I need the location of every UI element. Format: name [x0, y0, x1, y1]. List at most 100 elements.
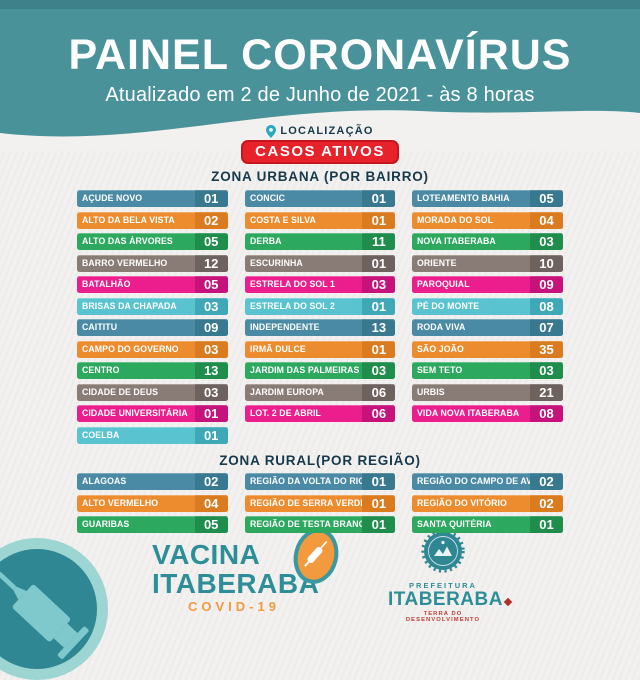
- bar-label: REGIÃO DO CAMPO DE AVIÃO: [417, 476, 549, 487]
- prefeitura-itaberaba-logo: PREFEITURA ITABERABA TERRA DO DESENVOLVI…: [388, 528, 513, 623]
- bar-value: 01: [362, 494, 396, 512]
- wave-divider: [0, 110, 640, 151]
- bar-label: ESCURINHA: [249, 257, 303, 269]
- case-bar: CAMPO DO GOVERNO 03: [77, 340, 228, 358]
- bar-label: REGIÃO DO VITÓRIO: [417, 497, 508, 509]
- urban-column-1: AÇUDE NOVO 01 ALTO DA BELA VISTA 02 ALTO…: [77, 190, 228, 448]
- case-bar: ALTO DAS ÁRVORES 05: [77, 233, 228, 250]
- bar-value: 12: [194, 254, 228, 272]
- case-bar: ESTRELA DO SOL 2 01: [244, 297, 396, 315]
- case-bar: CONCIC 01: [244, 190, 396, 207]
- case-bar: MORADA DO SOL 04: [412, 211, 564, 229]
- bar-label: ALTO DA BELA VISTA: [82, 214, 175, 226]
- prefeitura-label: PREFEITURA: [409, 581, 477, 590]
- footer: VACINA ITABERABA COVID-19 PREFEITURA ITA…: [0, 524, 640, 680]
- bar-label: INDEPENDENTE: [249, 322, 320, 333]
- prefeitura-city-name: ITABERABA: [388, 590, 513, 609]
- case-bar: PÉ DO MONTE 08: [412, 297, 564, 315]
- bar-value: 03: [530, 233, 564, 250]
- map-pin-icon: [266, 124, 277, 138]
- bar-label: AÇUDE NOVO: [82, 193, 143, 204]
- urban-column-3: LOTEAMENTO BAHIA 05 MORADA DO SOL 04 NOV…: [412, 190, 564, 448]
- bar-label: CIDADE DE DEUS: [82, 386, 159, 398]
- bar-label: ALAGOAS: [82, 476, 127, 487]
- bar-value: 01: [194, 426, 228, 444]
- bar-value: 09: [530, 276, 564, 293]
- bar-value: 01: [362, 297, 396, 315]
- case-bar: REGIÃO DO VITÓRIO 02: [412, 494, 564, 512]
- rural-column-2: REGIÃO DA VOLTA DO RIO 01 REGIÃO DE SERR…: [244, 473, 396, 538]
- bar-value: 11: [362, 233, 396, 250]
- bar-value: 03: [530, 362, 564, 379]
- case-bar: JARDIM DAS PALMEIRAS 03: [244, 362, 396, 379]
- bar-label: LOTEAMENTO BAHIA: [417, 193, 510, 204]
- bar-value: 01: [194, 405, 228, 422]
- main-content: LOCALIZAÇÃO CASOS ATIVOS ZONA URBANA (PO…: [0, 124, 640, 538]
- case-bar: RODA VIVA 07: [412, 319, 564, 336]
- case-bar: CENTRO 13: [77, 362, 228, 379]
- bar-value: 13: [194, 362, 228, 379]
- case-bar: NOVA ITABERABA 03: [412, 233, 564, 250]
- case-bar: ESTRELA DO SOL 1 03: [244, 276, 396, 293]
- bar-value: 04: [194, 494, 228, 512]
- case-bar: REGIÃO DE SERRA VERDE 1 01: [244, 494, 396, 512]
- bar-value: 10: [530, 254, 564, 272]
- urban-column-2: CONCIC 01 COSTA E SILVA 01 DERBA 11 ESCU…: [244, 190, 396, 448]
- case-bar: COSTA E SILVA 01: [244, 211, 396, 229]
- case-bar: URBIS 21: [412, 383, 564, 401]
- bar-label: CIDADE UNIVERSITÁRIA: [82, 408, 188, 419]
- bar-value: 06: [362, 383, 396, 401]
- case-bar: ALAGOAS 02: [77, 473, 228, 490]
- bar-value: 05: [194, 233, 228, 250]
- active-cases-badge: CASOS ATIVOS: [241, 140, 399, 164]
- bar-value: 01: [362, 190, 396, 207]
- bar-label: ALTO VERMELHO: [82, 497, 159, 509]
- case-bar: COELBA 01: [77, 426, 228, 444]
- bar-label: MORADA DO SOL: [417, 214, 494, 226]
- bar-label: COSTA E SILVA: [249, 214, 316, 226]
- syringe-icon: [0, 571, 89, 659]
- case-bar: ALTO VERMELHO 04: [77, 494, 228, 512]
- bar-label: REGIÃO DE TESTA BRANCA: [249, 519, 372, 530]
- prefeitura-tagline: TERRA DO DESENVOLVIMENTO: [405, 611, 481, 623]
- bar-label: PAROQUIAL: [417, 279, 470, 290]
- rural-column-3: REGIÃO DO CAMPO DE AVIÃO 02 REGIÃO DO VI…: [412, 473, 564, 538]
- case-bar: CAITITU 09: [77, 319, 228, 336]
- bar-value: 05: [194, 516, 228, 533]
- bar-value: 08: [530, 297, 564, 315]
- bar-label: CAITITU: [82, 322, 118, 333]
- bar-label: BATALHÃO: [82, 279, 131, 290]
- rural-column-1: ALAGOAS 02 ALTO VERMELHO 04 GUARIBAS 05: [77, 473, 228, 538]
- bar-value: 01: [362, 211, 396, 229]
- bar-label: JARDIM EUROPA: [249, 386, 324, 398]
- location-row: LOCALIZAÇÃO: [0, 124, 640, 138]
- bar-label: REGIÃO DE SERRA VERDE 1: [249, 497, 374, 509]
- bar-label: RODA VIVA: [417, 322, 466, 333]
- vacina-itaberaba-logo: VACINA ITABERABA COVID-19: [152, 528, 347, 614]
- prefeitura-city-name-text: ITABERABA: [388, 589, 503, 610]
- case-bar: IRMÃ DULCE 01: [244, 340, 396, 358]
- case-bar: LOTEAMENTO BAHIA 05: [412, 190, 564, 207]
- bar-value: 01: [362, 473, 396, 490]
- urban-grid: AÇUDE NOVO 01 ALTO DA BELA VISTA 02 ALTO…: [77, 190, 564, 448]
- case-bar: SANTA QUITÉRIA 01: [412, 516, 564, 533]
- bar-label: DERBA: [249, 236, 282, 247]
- city-seal-icon: [421, 529, 465, 573]
- urban-section-heading: ZONA URBANA (POR BAIRRO): [211, 169, 429, 184]
- bar-label: SANTA QUITÉRIA: [417, 519, 492, 530]
- case-bar: DERBA 11: [244, 233, 396, 250]
- bar-label: LOT. 2 DE ABRIL: [249, 408, 321, 419]
- case-bar: REGIÃO DA VOLTA DO RIO 01: [244, 473, 396, 490]
- bar-label: PÉ DO MONTE: [417, 300, 480, 312]
- bar-label: REGIÃO DA VOLTA DO RIO: [249, 476, 365, 487]
- case-bar: BATALHÃO 05: [77, 276, 228, 293]
- bar-label: CONCIC: [249, 193, 285, 204]
- case-bar: INDEPENDENTE 13: [244, 319, 396, 336]
- bar-value: 05: [530, 190, 564, 207]
- bar-value: 21: [530, 383, 564, 401]
- bar-label: ESTRELA DO SOL 1: [249, 279, 335, 290]
- bar-value: 03: [194, 297, 228, 315]
- syringe-badge: [0, 538, 108, 680]
- case-bar: VIDA NOVA ITABERABA 08: [412, 405, 564, 422]
- case-bar: CIDADE UNIVERSITÁRIA 01: [77, 405, 228, 422]
